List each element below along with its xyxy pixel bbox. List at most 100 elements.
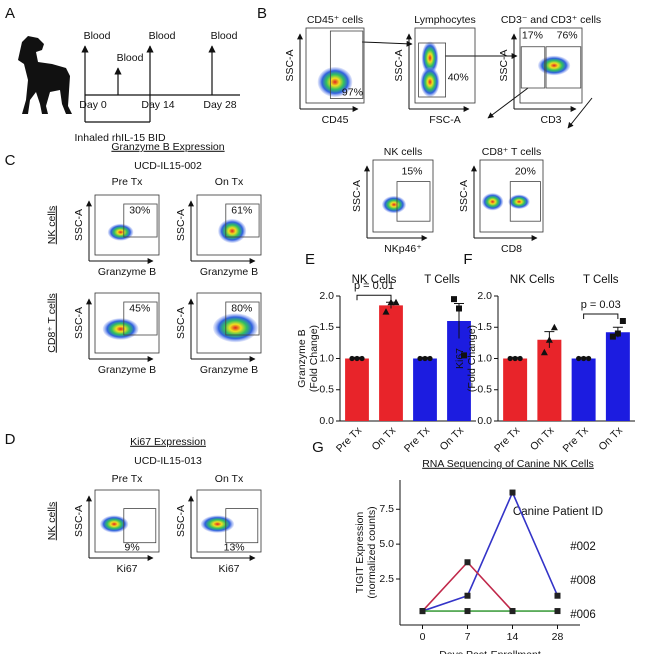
x-tick-label: 7 xyxy=(465,631,471,643)
bar xyxy=(447,321,471,421)
legend-label: #006 xyxy=(570,609,596,621)
x-axis-label: Granzyme B xyxy=(200,266,258,278)
sample-label: Blood xyxy=(84,30,111,42)
gate xyxy=(123,203,158,238)
data-point xyxy=(554,608,561,615)
data-point xyxy=(417,355,423,362)
data-point xyxy=(456,305,462,312)
gate xyxy=(225,301,260,336)
y-axis-label: SSC-A xyxy=(73,209,85,241)
day-label: Day 0 xyxy=(79,99,107,111)
series-line xyxy=(422,490,559,612)
plot-frame xyxy=(196,489,262,553)
gate xyxy=(123,508,157,544)
bar xyxy=(503,358,528,421)
y-axis-label: SSC-A xyxy=(351,180,363,212)
density-blob xyxy=(102,318,139,340)
y-axis-label: SSC-A xyxy=(393,49,405,81)
density-blob xyxy=(107,223,134,241)
data-point xyxy=(387,298,395,306)
x-axis-label: NKp46⁺ xyxy=(384,243,422,255)
plot-frame xyxy=(94,194,160,256)
y-axis-label: SSC-A xyxy=(175,307,187,339)
density-blob xyxy=(481,193,504,211)
day-label: Day 28 xyxy=(203,99,236,111)
gate xyxy=(509,181,541,222)
y-tick-label: 2.0 xyxy=(319,290,334,302)
data-point xyxy=(512,355,518,362)
x-axis-label: Ki67 xyxy=(218,563,239,575)
density-blob xyxy=(420,67,440,97)
significance-bracket xyxy=(583,313,619,319)
p-value: p = 0.03 xyxy=(581,299,621,311)
gate-percent: 9% xyxy=(125,541,140,553)
bar xyxy=(537,339,562,421)
column-title: Pre Tx xyxy=(112,473,143,485)
plot-title: CD3⁻ and CD3⁺ cells xyxy=(501,14,601,26)
gate-percent: 40% xyxy=(448,71,469,83)
dog-icon xyxy=(18,36,72,114)
y-tick-label: 5.0 xyxy=(379,538,394,550)
data-point xyxy=(586,355,592,362)
bar xyxy=(413,358,437,421)
data-point xyxy=(609,333,616,340)
y-tick-label: 1.5 xyxy=(319,321,334,333)
chart-title: RNA Sequencing of Canine NK Cells xyxy=(422,458,594,470)
data-point xyxy=(464,608,471,615)
gate-percent: 80% xyxy=(231,302,252,314)
x-axis-label: Granzyme B xyxy=(200,364,258,376)
y-tick-label: 0.5 xyxy=(319,384,334,396)
y-tick-label: 0.0 xyxy=(319,415,334,427)
plot-frame xyxy=(479,159,544,233)
y-axis-label: SSC-A xyxy=(498,49,510,81)
x-axis-label: Granzyme B xyxy=(98,266,156,278)
panel-letter: C xyxy=(5,152,16,169)
data-point xyxy=(451,296,457,303)
data-point xyxy=(554,592,561,599)
gate-percent: 45% xyxy=(129,302,150,314)
x-tick-label: On Tx xyxy=(438,424,467,453)
y-axis-label: (Fold Change) xyxy=(308,325,320,392)
data-point xyxy=(354,355,360,362)
y-axis-label: (Fold Change) xyxy=(466,325,478,392)
sample-label: Blood xyxy=(149,30,176,42)
y-axis-label: TIGIT Expression xyxy=(354,512,366,594)
gate-percent: 15% xyxy=(401,165,422,177)
bar xyxy=(605,332,630,421)
legend-label: NK Cells xyxy=(352,274,397,286)
panel-letter: A xyxy=(5,5,15,22)
y-axis-label: SSC-A xyxy=(73,307,85,339)
plot-frame xyxy=(94,489,160,553)
data-point xyxy=(427,355,433,362)
bar xyxy=(571,358,596,421)
density-blob xyxy=(537,55,571,76)
density-blob xyxy=(421,41,439,75)
gate xyxy=(545,46,582,89)
y-tick-label: 1.5 xyxy=(477,321,492,333)
panel-title: Ki67 Expression xyxy=(130,436,206,448)
gate xyxy=(520,46,546,89)
legend-label: T Cells xyxy=(424,274,460,286)
data-point xyxy=(614,330,621,337)
data-point xyxy=(507,355,513,362)
y-axis-label: SSC-A xyxy=(175,209,187,241)
data-point xyxy=(419,608,426,615)
plot-frame xyxy=(196,292,262,354)
y-axis-label: SSC-A xyxy=(284,49,296,81)
plot-title: CD45⁺ cells xyxy=(307,14,363,26)
legend-label: NK Cells xyxy=(510,274,555,286)
data-point xyxy=(509,489,516,496)
column-title: Pre Tx xyxy=(112,176,143,188)
x-tick-label: Pre Tx xyxy=(402,424,433,455)
column-title: On Tx xyxy=(215,473,244,485)
row-label: NK cells xyxy=(46,206,58,245)
gate-percent: 76% xyxy=(557,29,578,41)
y-tick-label: 0.0 xyxy=(477,415,492,427)
panel-letter: E xyxy=(305,251,315,268)
x-tick-label: On Tx xyxy=(370,424,399,453)
x-tick-label: 14 xyxy=(507,631,519,643)
legend-title: Canine Patient ID xyxy=(513,506,603,518)
legend-label: T Cells xyxy=(583,274,619,286)
data-point xyxy=(461,352,467,359)
